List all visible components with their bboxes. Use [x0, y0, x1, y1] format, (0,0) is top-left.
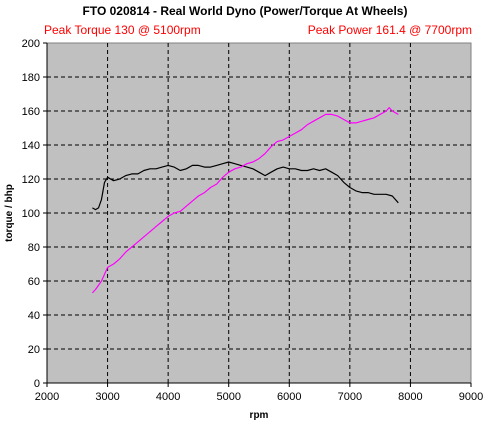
grid-lines: [47, 43, 471, 383]
y-tick-label: 140: [22, 140, 40, 152]
x-axis: 2000 3000 4000 5000 6000 7000 8000 9000: [35, 382, 483, 403]
series-line-1: [91, 106, 399, 294]
x-tick-label: 5000: [216, 391, 240, 403]
y-tick-label: 60: [28, 276, 40, 288]
y-tick-label: 20: [28, 344, 40, 356]
x-tick-label: 2000: [35, 391, 59, 403]
chart-title: FTO 020814 - Real World Dyno (Power/Torq…: [83, 4, 408, 18]
series-line-0: [92, 161, 399, 211]
x-tick-label: 7000: [338, 391, 362, 403]
y-tick-label: 100: [22, 208, 40, 220]
y-tick-label: 40: [28, 310, 40, 322]
x-tick-label: 4000: [156, 391, 180, 403]
y-axis-label: torque / bhp: [4, 184, 15, 242]
x-tick-label: 9000: [459, 391, 483, 403]
y-axis: 0 20 40 60 80 100 120 140 160 180 200: [22, 38, 48, 390]
x-tick-label: 8000: [398, 391, 422, 403]
y-tick-label: 200: [22, 38, 40, 50]
annotation-peak-torque: Peak Torque 130 @ 5100rpm: [44, 23, 201, 37]
y-tick-label: 120: [22, 174, 40, 186]
y-tick-label: 180: [22, 72, 40, 84]
x-axis-label: rpm: [250, 410, 269, 421]
y-tick-label: 160: [22, 106, 40, 118]
annotation-peak-power: Peak Power 161.4 @ 7700rpm: [308, 23, 472, 37]
x-tick-label: 6000: [277, 391, 301, 403]
x-tick-label: 3000: [95, 391, 119, 403]
y-tick-label: 0: [34, 378, 40, 390]
y-tick-label: 80: [28, 242, 40, 254]
series-layer: [91, 106, 399, 294]
